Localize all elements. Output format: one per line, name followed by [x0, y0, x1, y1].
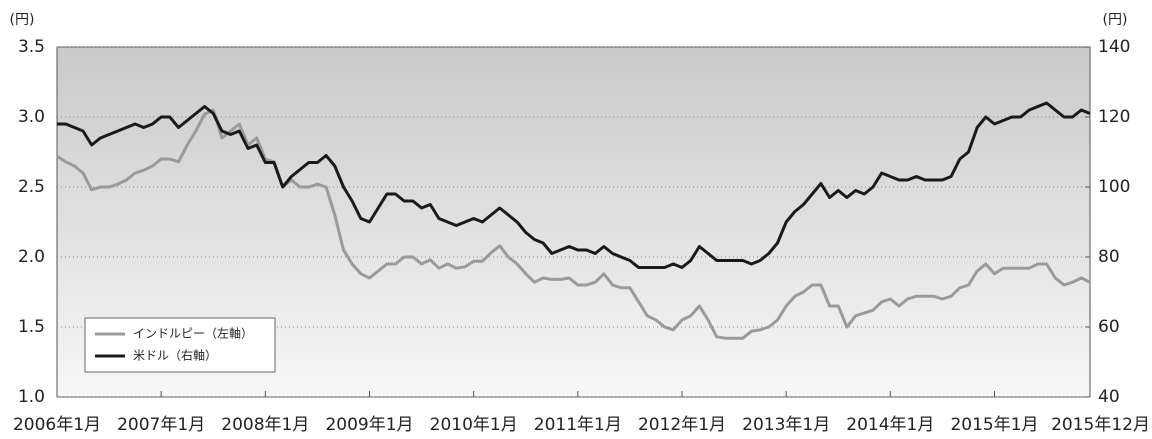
series-line — [57, 101, 1091, 269]
y-tick-label: 1.0 — [18, 387, 45, 407]
legend-label: インドルピー（左軸） — [133, 326, 253, 341]
y-tick-label: 3.5 — [18, 37, 45, 57]
y2-tick-label: 80 — [1098, 247, 1120, 267]
y2-tick-label: 60 — [1098, 317, 1120, 337]
x-tick-label: 2008年1月 — [221, 415, 309, 435]
x-tick-label: 2012年1月 — [638, 415, 726, 435]
y-tick-label: 2.5 — [18, 177, 45, 197]
y2-tick-label: 40 — [1098, 387, 1120, 407]
x-tick-label: 2009年1月 — [325, 415, 413, 435]
x-tick-label: 2007年1月 — [117, 415, 205, 435]
y-tick-label: 3.0 — [18, 107, 45, 127]
legend-box — [84, 317, 276, 373]
x-tick-label: 2015年12月 — [1051, 415, 1150, 435]
x-tick-label: 2006年1月 — [13, 415, 101, 435]
x-tick-label: 2010年1月 — [430, 415, 518, 435]
x-tick-label: 2013年1月 — [742, 415, 830, 435]
y-unit: (円) — [10, 12, 35, 28]
x-tick-label: 2011年1月 — [534, 415, 622, 435]
y-tick-label: 2.0 — [18, 247, 45, 267]
legend-label: 米ドル（右軸） — [133, 348, 217, 363]
y2-tick-label: 140 — [1098, 37, 1130, 57]
y-tick-label: 1.5 — [18, 317, 45, 337]
y2-unit: (円) — [1103, 12, 1128, 28]
y2-tick-label: 120 — [1098, 107, 1130, 127]
series-line — [56, 108, 1091, 340]
y2-tick-label: 100 — [1098, 177, 1130, 197]
x-tick-label: 2015年1月 — [950, 415, 1038, 435]
x-tick-label: 2014年1月 — [846, 415, 934, 435]
